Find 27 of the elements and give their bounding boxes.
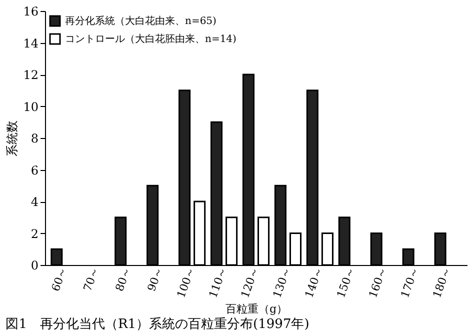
y-tick-label: 16	[23, 4, 38, 18]
y-tick-label: 8	[30, 132, 38, 146]
x-tick-label: 70～	[81, 265, 102, 294]
y-tick-label: 6	[30, 163, 38, 178]
y-tick-label: 0	[30, 258, 38, 272]
y-tick-label: 2	[30, 226, 38, 241]
x-tick-label: 180～	[430, 265, 454, 300]
x-axis-title: 百粒重（g）	[225, 302, 288, 316]
y-tick-label: 10	[23, 100, 38, 114]
x-tick-label: 120～	[238, 265, 262, 300]
x-tick-label: 60～	[49, 265, 70, 294]
x-tick-label: 150～	[334, 265, 358, 300]
x-tick-label: 170～	[398, 265, 422, 300]
legend-label: 再分化系統（大白花由来、n=65)	[65, 15, 217, 27]
x-tick-label: 90～	[144, 265, 166, 294]
text: 図1 再分化当代（R1）系統の百粒重分布(1997年)	[6, 316, 310, 332]
x-tick-label: 130～	[270, 265, 294, 300]
x-tick-label: 110～	[206, 265, 230, 300]
y-axis-title: 系統数	[5, 120, 20, 156]
x-tick-label: 100～	[174, 265, 198, 300]
x-tick-label: 80～	[112, 265, 134, 294]
legend-label: コントロール（大白花胚由来、n=14)	[65, 33, 237, 45]
y-tick-label: 4	[30, 195, 39, 209]
x-tick-label: 160～	[366, 265, 390, 300]
x-tick-label: 140～	[302, 265, 326, 300]
y-tick-label: 12	[23, 68, 38, 82]
y-tick-label: 14	[23, 36, 39, 50]
